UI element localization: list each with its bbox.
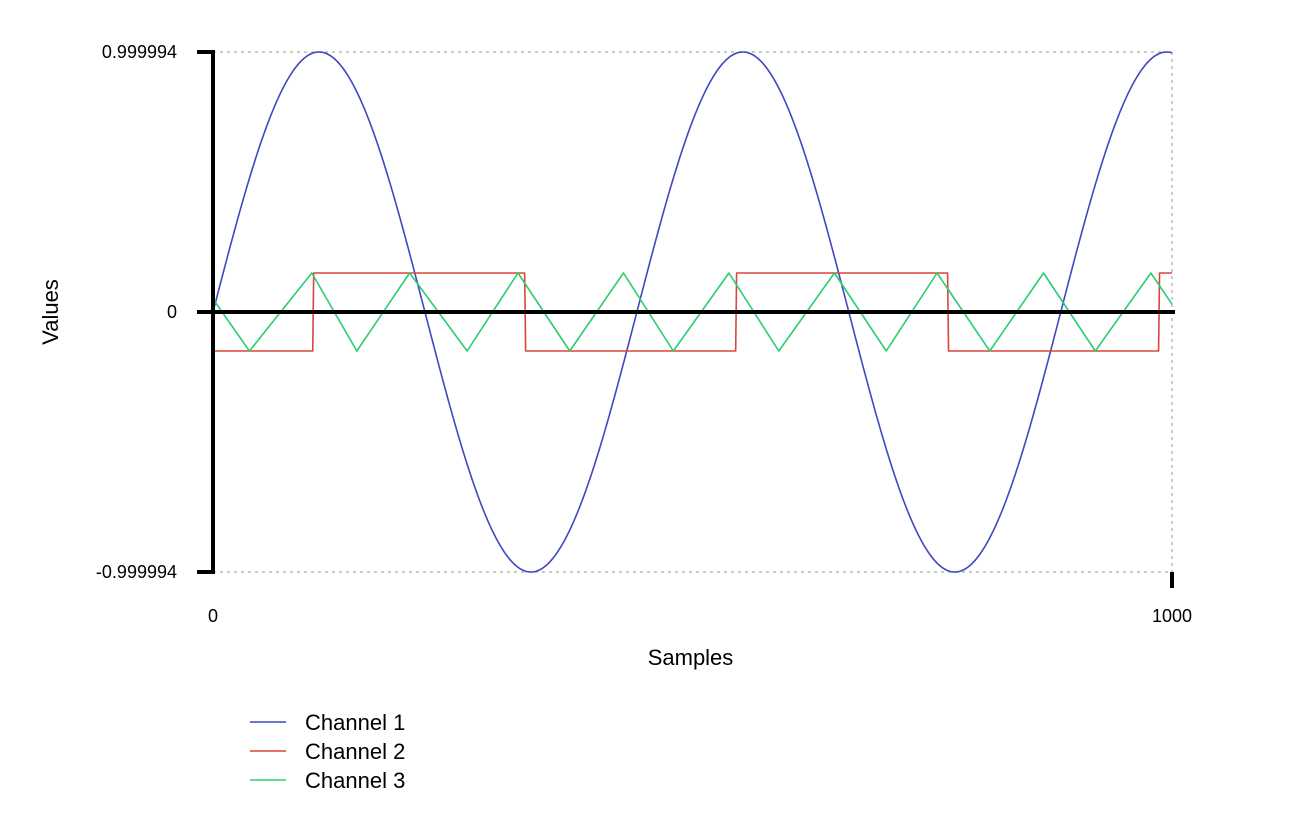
y-tick-label-top: 0.999994 [102, 42, 177, 62]
y-tick-label-zero: 0 [167, 302, 177, 322]
legend-label-channel-2: Channel 2 [305, 739, 405, 764]
y-tick-label-bottom: -0.999994 [96, 562, 177, 582]
axes [197, 50, 1175, 588]
x-tick-label-end: 1000 [1152, 606, 1192, 626]
y-tick-labels: 0.999994 0 -0.999994 [96, 42, 177, 582]
x-tick-label-start: 0 [208, 606, 218, 626]
x-tick-labels: 0 1000 [208, 606, 1192, 626]
legend-label-channel-3: Channel 3 [305, 768, 405, 793]
legend: Channel 1 Channel 2 Channel 3 [250, 710, 405, 793]
x-axis-title: Samples [648, 645, 734, 670]
series-line-channel-1 [212, 51, 1173, 573]
legend-label-channel-1: Channel 1 [305, 710, 405, 735]
y-axis-title: Values [38, 279, 63, 345]
